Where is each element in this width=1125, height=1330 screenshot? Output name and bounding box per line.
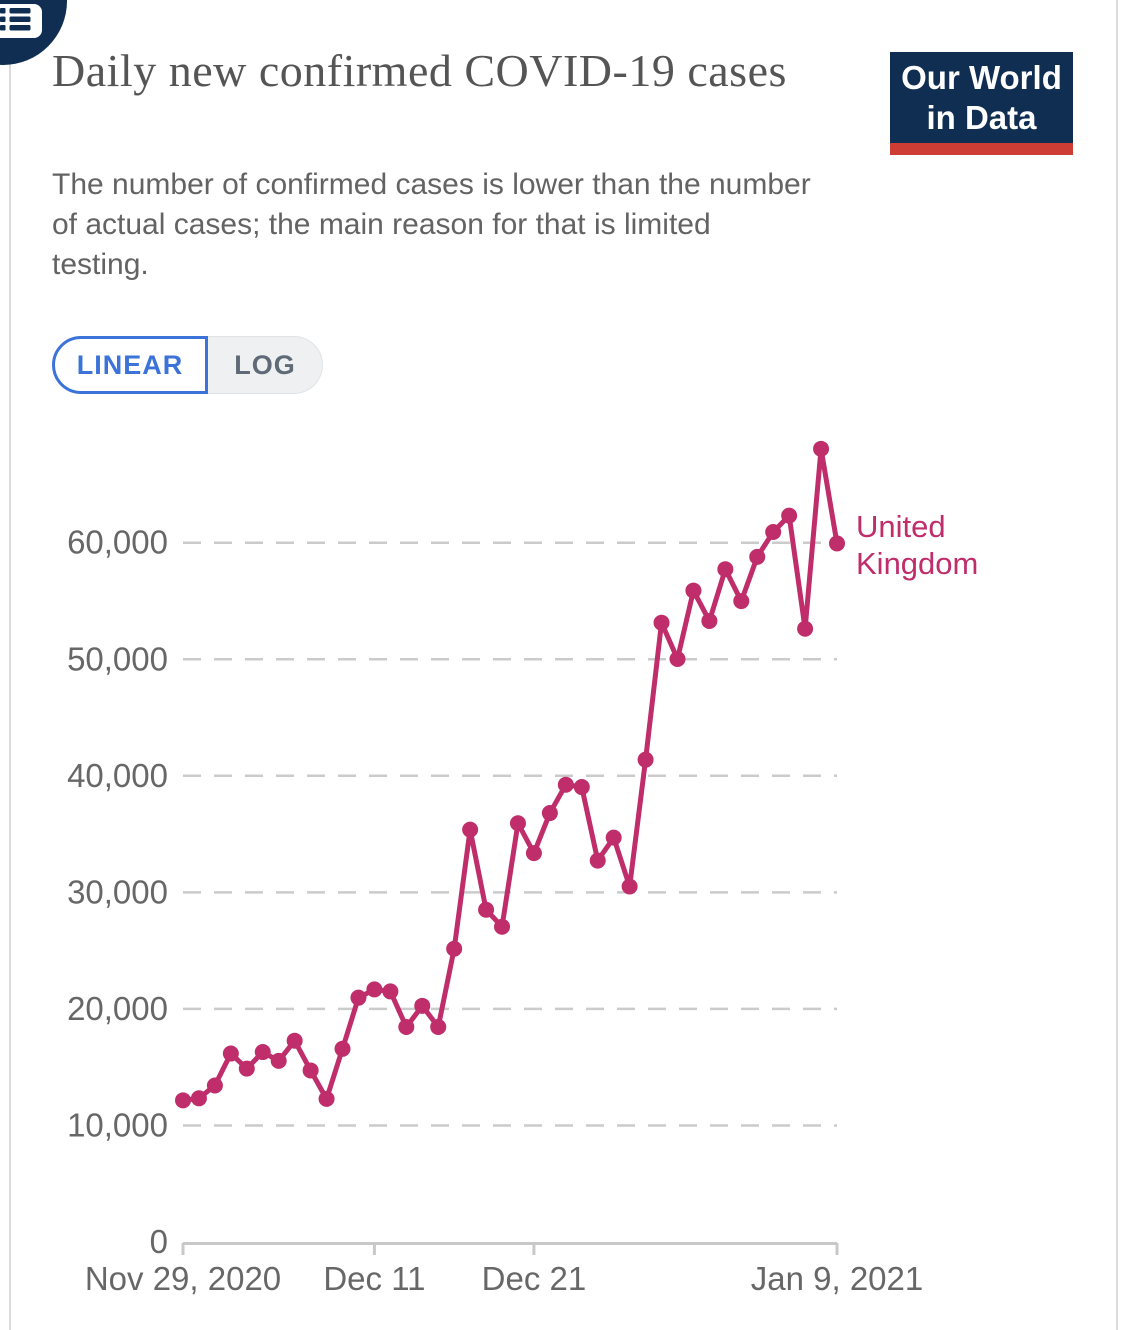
data-point[interactable] [270, 1052, 287, 1069]
data-point[interactable] [430, 1018, 447, 1035]
data-point[interactable] [637, 751, 654, 768]
data-point[interactable] [557, 776, 574, 793]
data-point[interactable] [653, 614, 670, 631]
menu-button[interactable] [0, 0, 90, 90]
data-point[interactable] [206, 1077, 223, 1094]
chart-subtitle: The number of confirmed cases is lower t… [52, 168, 811, 281]
scale-toggle: LINEAR LOG [52, 336, 323, 394]
y-tick-label: 30,000 [67, 873, 168, 910]
data-point[interactable] [254, 1044, 271, 1061]
data-point[interactable] [366, 981, 383, 998]
page-right-border [1116, 0, 1118, 1330]
data-point[interactable] [781, 507, 798, 524]
owid-logo-line1: Our World [901, 59, 1062, 96]
data-point[interactable] [541, 805, 558, 822]
data-point[interactable] [589, 852, 606, 869]
data-point[interactable] [685, 582, 702, 599]
data-point[interactable] [813, 440, 830, 457]
data-point[interactable] [797, 620, 814, 637]
data-point[interactable] [222, 1045, 239, 1062]
data-point[interactable] [509, 815, 526, 832]
owid-logo-red-bar [890, 143, 1073, 155]
owid-logo-line2: in Data [926, 99, 1037, 136]
data-point[interactable] [829, 535, 845, 552]
x-tick-label: Dec 11 [323, 1260, 425, 1297]
data-point[interactable] [462, 821, 479, 838]
data-point[interactable] [302, 1062, 319, 1079]
log-scale-button[interactable]: LOG [208, 336, 323, 394]
x-tick-label: Dec 21 [482, 1260, 587, 1297]
data-point[interactable] [621, 878, 638, 895]
y-tick-label: 40,000 [67, 757, 168, 794]
data-point[interactable] [446, 940, 463, 957]
data-point[interactable] [717, 561, 734, 578]
series-label-united-kingdom: Kingdom [856, 546, 978, 581]
data-point[interactable] [749, 548, 766, 565]
data-point[interactable] [238, 1060, 255, 1077]
data-point[interactable] [605, 829, 622, 846]
data-point[interactable] [414, 997, 431, 1014]
y-tick-label: 60,000 [67, 524, 168, 561]
data-point[interactable] [382, 983, 399, 1000]
data-point[interactable] [669, 650, 686, 667]
page-left-border [9, 0, 11, 1330]
x-tick-label: Nov 29, 2020 [85, 1260, 281, 1297]
data-point[interactable] [334, 1040, 351, 1057]
data-point[interactable] [398, 1019, 415, 1036]
y-tick-label: 0 [150, 1223, 168, 1260]
data-point[interactable] [701, 612, 718, 629]
y-tick-label: 20,000 [67, 990, 168, 1027]
data-point[interactable] [478, 901, 495, 918]
owid-logo-text: Our World in Data [890, 52, 1073, 143]
y-tick-label: 10,000 [67, 1106, 168, 1143]
linear-scale-button[interactable]: LINEAR [52, 336, 208, 394]
data-point[interactable] [765, 524, 782, 541]
list-menu-icon [0, 0, 67, 65]
x-tick-label: Jan 9, 2021 [751, 1260, 923, 1297]
data-point[interactable] [494, 918, 511, 935]
data-point[interactable] [573, 779, 590, 796]
data-point[interactable] [190, 1090, 207, 1107]
page-title: Daily new confirmed COVID-19 cases [52, 45, 787, 96]
series-label-united-kingdom: United [856, 509, 946, 544]
data-point[interactable] [318, 1090, 335, 1107]
y-tick-label: 50,000 [67, 640, 168, 677]
data-point[interactable] [175, 1092, 191, 1109]
data-point[interactable] [525, 845, 542, 862]
data-point[interactable] [286, 1032, 303, 1049]
data-point[interactable] [350, 989, 367, 1006]
data-point[interactable] [733, 593, 750, 610]
owid-logo[interactable]: Our World in Data [890, 52, 1073, 155]
